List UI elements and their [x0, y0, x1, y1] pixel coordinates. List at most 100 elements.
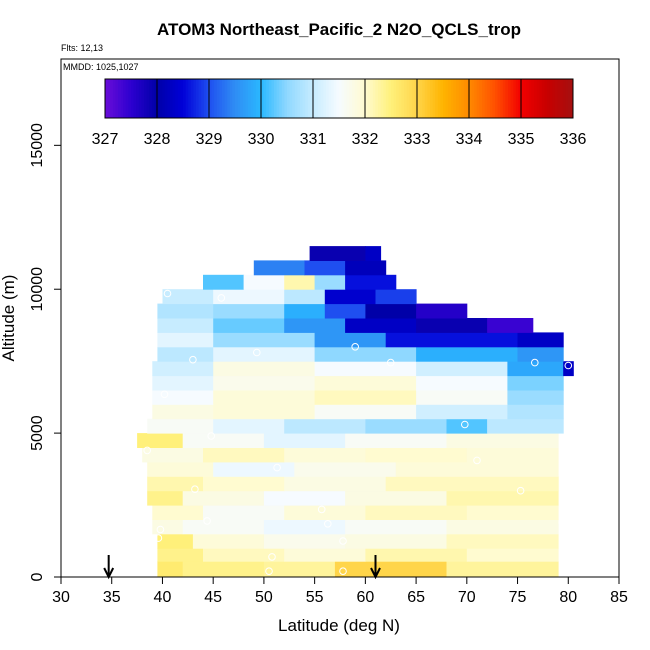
heatmap-cell [147, 476, 204, 492]
x-axis-label: Latitude (deg N) [278, 616, 400, 635]
heatmap-cell [263, 561, 336, 578]
colorbar-slice [526, 79, 530, 118]
colorbar-slice [385, 79, 389, 118]
heatmap-cell [324, 303, 366, 319]
y-axis-label: Altitude (m) [0, 275, 18, 362]
heatmap-cells [137, 246, 574, 578]
heatmap-cell [314, 389, 417, 405]
heatmap-cell [243, 274, 285, 290]
heatmap-cell [416, 346, 519, 362]
heatmap-cell [487, 318, 534, 333]
colorbar-tick-label: 332 [352, 131, 379, 148]
colorbar-frame [104, 78, 574, 119]
colorbar-slice [500, 79, 504, 118]
heatmap-cell [263, 533, 346, 549]
heatmap-cell [487, 418, 564, 434]
colorbar-slice [359, 79, 363, 118]
colorbar-slice [250, 79, 254, 118]
colorbar-slice [115, 79, 119, 118]
heatmap-cell [284, 289, 326, 305]
heatmap-cell [203, 476, 285, 492]
colorbar-slice [201, 79, 205, 118]
x-tick-label: 80 [559, 589, 577, 606]
colorbar-slice [227, 79, 231, 118]
heatmap-cell [314, 375, 417, 391]
colorbar-slice [495, 79, 498, 118]
sample-point [324, 520, 332, 528]
colorbar: 327 328 329 330 331 332 333 334 335 336 [92, 78, 586, 148]
colorbar-slice [346, 79, 350, 118]
colorbar-slice [105, 79, 108, 118]
heatmap-cell [517, 332, 564, 348]
colorbar-slice [284, 79, 288, 118]
colorbar-slice [515, 79, 519, 118]
heatmap-cell [375, 289, 417, 305]
colorbar-slice [266, 79, 270, 118]
heatmap-cell [416, 318, 488, 333]
colorbar-slice [547, 79, 550, 118]
sample-point [531, 358, 539, 367]
colorbar-slice [432, 79, 436, 118]
heatmap-cell [446, 433, 559, 448]
heatmap-cell [466, 505, 559, 520]
colorbar-slice [393, 79, 397, 118]
colorbar-slice [336, 79, 340, 118]
x-tick-label: 30 [52, 589, 70, 606]
heatmap-cell [213, 318, 285, 333]
colorbar-slice [185, 79, 189, 118]
colorbar-slice [313, 79, 316, 118]
colorbar-slice [216, 79, 220, 118]
colorbar-slice [557, 79, 561, 118]
colorbar-slice [170, 79, 173, 118]
colorbar-slice [531, 79, 535, 118]
colorbar-slice [206, 79, 210, 118]
colorbar-slice [344, 79, 348, 118]
sample-point [191, 485, 199, 494]
heatmap-cell [334, 561, 447, 578]
y-axis: 0 5000 10000 15000 [29, 123, 61, 581]
colorbar-tick-label: 330 [248, 131, 275, 148]
colorbar-slice [198, 79, 202, 118]
colorbar-slice [398, 79, 402, 118]
heatmap-cell [365, 447, 468, 463]
sample-point [473, 456, 481, 465]
heatmap-cell [309, 246, 366, 261]
heatmap-cell [152, 505, 204, 520]
heatmap-cell [203, 274, 245, 290]
heatmap-cell [147, 461, 214, 477]
heatmap-cell [152, 519, 184, 535]
colorbar-slice [141, 79, 145, 118]
colorbar-slice [128, 79, 132, 118]
colorbar-slice [214, 79, 218, 118]
colorbar-slice [518, 79, 522, 118]
colorbar-slice [567, 79, 571, 118]
colorbar-slice [391, 79, 394, 118]
heatmap-cell [284, 447, 366, 463]
sample-point [156, 525, 165, 534]
colorbar-slice [409, 79, 413, 118]
colorbar-slice [484, 79, 488, 118]
colorbar-slice [107, 79, 111, 118]
colorbar-slice [521, 79, 524, 118]
heatmap-cell [365, 505, 468, 520]
colorbar-slice [146, 79, 150, 118]
colorbar-slice [237, 79, 241, 118]
colorbar-slice [268, 79, 272, 118]
heatmap-cell [416, 375, 508, 391]
heatmap-cell [203, 447, 285, 463]
x-tick-label: 35 [103, 589, 121, 606]
colorbar-slice [365, 79, 368, 118]
heatmap-cell [284, 274, 316, 290]
x-tick-label: 55 [306, 589, 324, 606]
colorbar-slice [383, 79, 387, 118]
colorbar-slice [549, 79, 553, 118]
colorbar-slice [534, 79, 537, 118]
colorbar-slice [190, 79, 194, 118]
colorbar-slice [261, 79, 264, 118]
colorbar-slice [157, 79, 160, 118]
sample-point [143, 446, 151, 455]
mmdd-label: MMDD: 1025,1027 [63, 62, 139, 72]
colorbar-slice [245, 79, 249, 118]
colorbar-slice [528, 79, 532, 118]
colorbar-slice [331, 79, 335, 118]
